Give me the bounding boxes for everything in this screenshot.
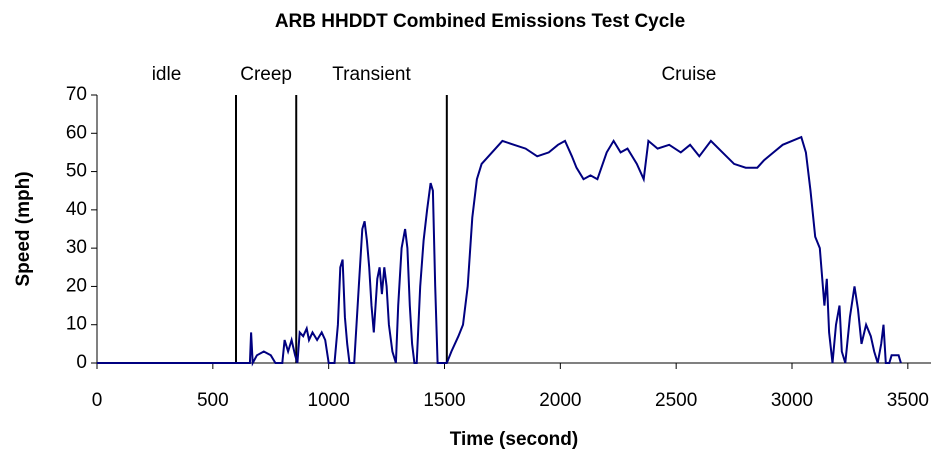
y-tick-label: 30 xyxy=(66,237,87,258)
x-tick-label: 2000 xyxy=(539,390,581,411)
x-tick-label: 3000 xyxy=(771,390,813,411)
phase-label: idle xyxy=(152,64,182,85)
phase-label: Creep xyxy=(240,64,292,85)
x-tick-label: 500 xyxy=(197,390,229,411)
x-tick-label: 1500 xyxy=(423,390,465,411)
y-tick-label: 70 xyxy=(66,84,87,105)
y-tick-label: 10 xyxy=(66,314,87,335)
x-axis-title: Time (second) xyxy=(450,429,578,450)
x-tick-label: 3500 xyxy=(887,390,929,411)
y-tick-label: 60 xyxy=(66,122,87,143)
phase-label: Cruise xyxy=(661,64,716,85)
x-tick-label: 0 xyxy=(92,390,103,411)
y-axis-title: Speed (mph) xyxy=(13,171,34,286)
phase-label: Transient xyxy=(332,64,411,85)
y-tick-label: 40 xyxy=(66,199,87,220)
y-tick-label: 20 xyxy=(66,275,87,296)
y-tick-label: 0 xyxy=(76,352,87,373)
chart-title: ARB HHDDT Combined Emissions Test Cycle xyxy=(275,11,685,32)
y-tick-label: 50 xyxy=(66,161,87,182)
x-tick-label: 1000 xyxy=(308,390,350,411)
x-tick-label: 2500 xyxy=(655,390,697,411)
speed-line xyxy=(97,135,902,367)
